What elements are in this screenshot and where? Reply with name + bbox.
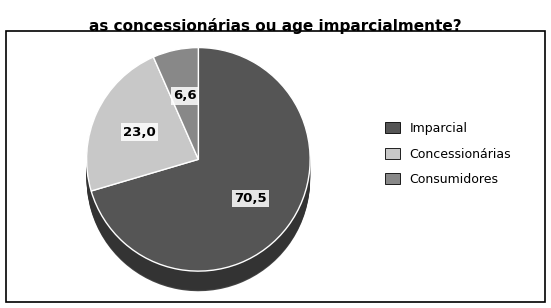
Text: 23,0: 23,0	[123, 126, 156, 139]
Wedge shape	[91, 62, 310, 285]
Wedge shape	[87, 74, 198, 208]
Wedge shape	[87, 73, 198, 207]
Wedge shape	[91, 64, 310, 287]
Wedge shape	[153, 61, 198, 172]
Wedge shape	[153, 47, 198, 159]
Wedge shape	[153, 60, 198, 172]
Wedge shape	[153, 59, 198, 170]
Wedge shape	[91, 66, 310, 289]
Wedge shape	[91, 47, 310, 271]
Wedge shape	[91, 68, 310, 291]
Wedge shape	[87, 61, 198, 195]
Wedge shape	[153, 64, 198, 176]
Wedge shape	[91, 51, 310, 275]
Wedge shape	[87, 62, 198, 196]
Wedge shape	[153, 54, 198, 165]
Wedge shape	[91, 49, 310, 272]
Wedge shape	[87, 68, 198, 202]
Wedge shape	[87, 77, 198, 211]
Wedge shape	[87, 69, 198, 203]
Wedge shape	[91, 59, 310, 282]
Wedge shape	[91, 54, 310, 277]
Wedge shape	[153, 57, 198, 168]
Wedge shape	[87, 71, 198, 205]
Wedge shape	[153, 56, 198, 167]
Wedge shape	[91, 61, 310, 284]
Wedge shape	[87, 72, 198, 206]
Wedge shape	[153, 51, 198, 162]
Wedge shape	[87, 70, 198, 204]
Wedge shape	[87, 57, 198, 191]
Wedge shape	[87, 66, 198, 200]
Text: 6,6: 6,6	[173, 89, 197, 102]
Wedge shape	[87, 65, 198, 199]
Wedge shape	[91, 53, 310, 276]
Wedge shape	[153, 62, 198, 173]
Wedge shape	[153, 49, 198, 160]
Wedge shape	[91, 50, 310, 273]
Wedge shape	[153, 51, 198, 163]
Wedge shape	[91, 55, 310, 278]
Wedge shape	[153, 50, 198, 161]
Wedge shape	[91, 58, 310, 281]
Wedge shape	[91, 63, 310, 286]
Text: 70,5: 70,5	[234, 192, 267, 205]
Wedge shape	[91, 57, 310, 280]
Wedge shape	[91, 67, 310, 290]
Wedge shape	[87, 67, 198, 201]
Text: as concessionárias ou age imparcialmente?: as concessionárias ou age imparcialmente…	[89, 18, 462, 34]
Wedge shape	[87, 64, 198, 198]
Wedge shape	[153, 68, 198, 180]
Wedge shape	[153, 53, 198, 164]
Legend: Imparcial, Concessionárias, Consumidores: Imparcial, Concessionárias, Consumidores	[381, 118, 515, 190]
Wedge shape	[87, 58, 198, 192]
Wedge shape	[87, 76, 198, 210]
Wedge shape	[87, 60, 198, 194]
Wedge shape	[153, 63, 198, 174]
Wedge shape	[87, 75, 198, 209]
Wedge shape	[153, 55, 198, 166]
Wedge shape	[91, 60, 310, 283]
Wedge shape	[91, 65, 310, 288]
Wedge shape	[87, 59, 198, 193]
Wedge shape	[153, 65, 198, 176]
Wedge shape	[153, 66, 198, 177]
Wedge shape	[91, 51, 310, 274]
Wedge shape	[91, 56, 310, 279]
Wedge shape	[87, 63, 198, 197]
Wedge shape	[153, 67, 198, 178]
Wedge shape	[153, 58, 198, 169]
